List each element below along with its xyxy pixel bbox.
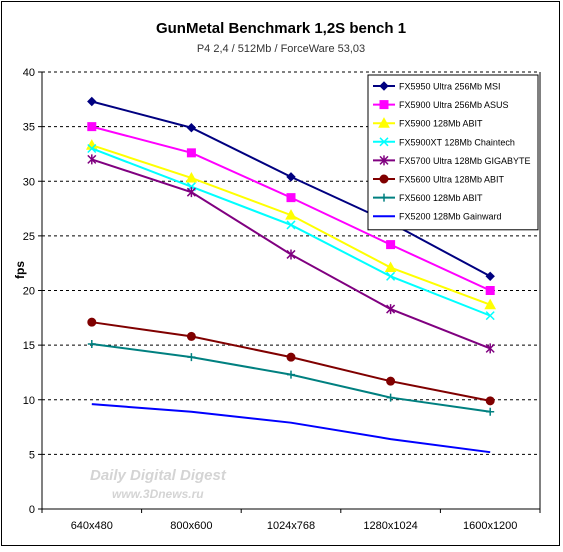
data-point	[386, 393, 395, 402]
legend-box	[367, 74, 539, 231]
legend-label: FX5600 128Mb ABIT	[399, 193, 483, 203]
data-point	[186, 123, 197, 133]
y-tick-label: 30	[23, 176, 35, 188]
y-tick-label: 40	[23, 67, 35, 79]
legend-marker	[379, 137, 389, 147]
data-point	[187, 353, 196, 362]
x-tick-label: 800x600	[170, 520, 212, 532]
series-lines	[85, 96, 497, 454]
y-tick-label: 25	[23, 231, 35, 243]
data-point	[485, 271, 495, 282]
y-tick-label: 5	[29, 449, 35, 461]
legend-item: FX5600 Ultra 128Mb ABIT	[373, 174, 505, 185]
data-point	[485, 311, 495, 321]
data-point	[484, 298, 497, 310]
y-tick-label: 0	[29, 504, 35, 516]
legend-marker	[379, 155, 389, 166]
x-tick-label: 1024x768	[267, 520, 315, 532]
series-4	[87, 143, 495, 321]
data-point	[485, 343, 495, 354]
x-tick-labels: 640x480 800x600 1024x768 1280x1024 1600x1200	[71, 520, 518, 532]
data-point	[87, 96, 97, 107]
legend-label: FX5900 Ultra 256Mb ASUS	[399, 100, 509, 110]
legend-label: FX5600 Ultra 128Mb ABIT	[399, 175, 505, 185]
y-tick-label: 20	[23, 286, 35, 298]
legend-label: FX5900XT 128Mb Chaintech	[399, 137, 515, 147]
data-point	[186, 187, 196, 198]
data-point	[186, 148, 196, 158]
data-point	[485, 286, 495, 295]
data-point	[386, 304, 396, 315]
series-5	[87, 154, 495, 354]
legend-item: FX5200 128Mb Gainward	[373, 212, 502, 222]
axes	[38, 71, 541, 513]
series-7	[87, 340, 495, 416]
data-point	[286, 249, 296, 260]
x-tick-label: 640x480	[71, 520, 113, 532]
legend-item: FX5900 Ultra 256Mb ASUS	[373, 100, 509, 110]
data-point	[87, 340, 96, 349]
data-point	[386, 271, 396, 281]
legend-marker	[379, 100, 389, 110]
watermark: Daily Digital Digest www.3Dnews.ru	[90, 467, 227, 501]
legend-item: FX5900 128Mb ABIT	[373, 117, 483, 129]
data-point	[87, 122, 97, 132]
data-point	[285, 209, 297, 220]
legend-label: FX5900 128Mb ABIT	[399, 119, 483, 129]
series-2	[87, 122, 495, 295]
legend-item: FX5600 128Mb ABIT	[373, 193, 483, 203]
legend-item: FX5700 Ultra 128Mb GIGABYTE	[373, 155, 531, 166]
data-point	[286, 193, 296, 203]
legend-marker	[380, 193, 388, 202]
data-point	[87, 154, 97, 165]
legend-label: FX5700 Ultra 128Mb GIGABYTE	[399, 156, 531, 166]
chart-title: GunMetal Benchmark 1,2S bench 1	[156, 20, 406, 37]
y-tick-label: 15	[23, 340, 35, 352]
data-point	[185, 171, 198, 183]
legend-marker	[379, 81, 389, 91]
legend-label: FX5950 Ultra 256Mb MSI	[399, 82, 501, 92]
data-point	[386, 240, 396, 250]
data-point	[386, 376, 396, 386]
y-axis-label: fps	[13, 261, 27, 279]
y-tick-label: 35	[23, 122, 35, 134]
data-point	[286, 220, 296, 230]
legend-label: FX5200 128Mb Gainward	[399, 212, 502, 222]
y-tick-label: 10	[23, 395, 35, 407]
legend-item: FX5900XT 128Mb Chaintech	[373, 137, 515, 147]
data-point	[87, 143, 97, 154]
data-point	[486, 407, 495, 416]
x-tick-label: 1600x1200	[463, 520, 517, 532]
chart-subtitle: P4 2,4 / 512Mb / ForceWare 53,03	[197, 43, 365, 55]
series-6	[87, 317, 495, 406]
legend-marker	[379, 174, 389, 184]
legend-item: FX5950 Ultra 256Mb MSI	[373, 81, 501, 92]
data-point	[286, 352, 296, 362]
data-point	[87, 317, 97, 327]
legend-marker	[378, 117, 390, 128]
data-point	[287, 370, 295, 379]
y-tick-labels: 0 5 10 15 20 25 30 35 40	[23, 67, 35, 516]
data-point	[186, 331, 196, 341]
watermark-line-1: Daily Digital Digest	[90, 467, 227, 484]
data-point	[384, 261, 397, 273]
data-point	[485, 396, 495, 406]
watermark-line-2: www.3Dnews.ru	[112, 487, 204, 501]
series-8	[91, 403, 491, 454]
data-point	[286, 172, 296, 182]
legend: FX5950 Ultra 256Mb MSI FX5900 Ultra 256Mb…	[367, 74, 539, 231]
x-tick-label: 1280x1024	[363, 520, 417, 532]
series-line	[91, 403, 491, 454]
